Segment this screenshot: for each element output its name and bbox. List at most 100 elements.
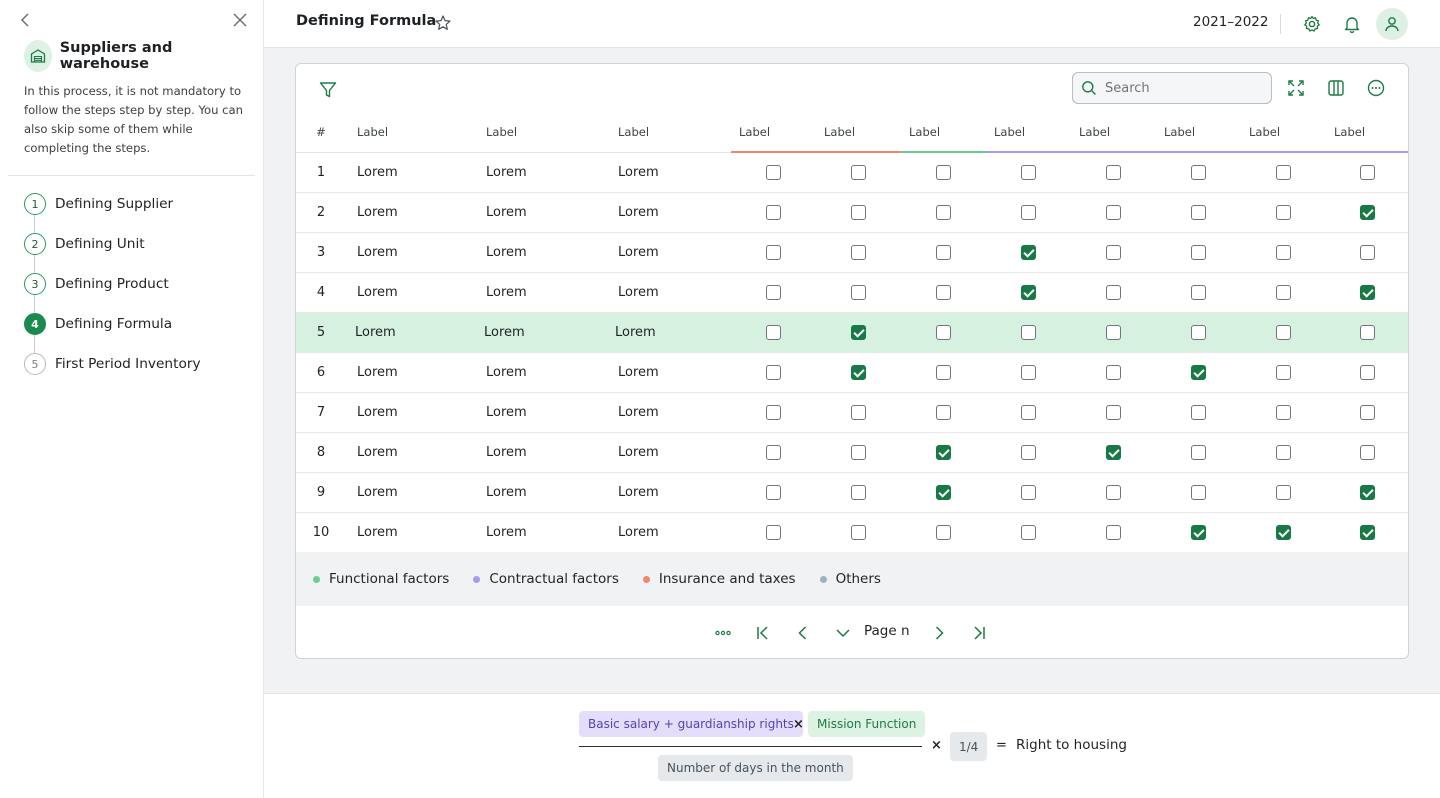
checkbox[interactable] [1276,484,1291,500]
checkbox[interactable] [1106,364,1121,380]
previous-page-icon[interactable] [794,624,812,642]
column-header[interactable]: Label [1241,112,1326,153]
checkbox[interactable] [1191,324,1206,340]
checkbox[interactable] [851,524,866,540]
checkbox[interactable] [1276,204,1291,220]
column-header[interactable]: Label [607,112,731,153]
checkbox[interactable] [766,364,781,380]
checkbox[interactable] [936,324,951,340]
table-row[interactable]: 6 Lorem Lorem Lorem [296,352,1408,393]
step-defining-product[interactable]: 3 Defining Product [24,264,263,304]
checkbox[interactable] [936,204,951,220]
checkbox-checked[interactable] [1191,364,1206,380]
checkbox[interactable] [1359,164,1375,180]
checkbox-checked[interactable] [936,484,951,500]
column-header[interactable]: Label [346,112,474,153]
step-defining-supplier[interactable]: 1 Defining Supplier [24,184,263,224]
checkbox[interactable] [1021,404,1036,420]
checkbox[interactable] [1191,164,1206,180]
first-page-icon[interactable] [754,624,772,642]
step-defining-formula[interactable]: 4 Defining Formula [24,304,263,344]
user-avatar-button[interactable] [1376,8,1408,40]
checkbox[interactable] [766,164,781,180]
last-page-icon[interactable] [970,624,988,642]
checkbox[interactable] [936,164,951,180]
checkbox[interactable] [1106,484,1121,500]
checkbox[interactable] [1021,444,1036,460]
checkbox[interactable] [1106,404,1121,420]
checkbox-checked[interactable] [1359,524,1375,540]
star-icon[interactable] [434,14,452,32]
more-pages-icon[interactable] [714,624,732,642]
table-row[interactable]: 8 Lorem Lorem Lorem [296,432,1408,473]
checkbox-checked[interactable] [1359,484,1375,500]
checkbox[interactable] [1276,324,1291,340]
checkbox-checked[interactable] [851,364,866,380]
column-header[interactable]: Label [1326,112,1408,153]
checkbox[interactable] [766,524,781,540]
checkbox[interactable] [1359,244,1375,260]
checkbox[interactable] [1021,484,1036,500]
checkbox[interactable] [1021,204,1036,220]
checkbox[interactable] [766,204,781,220]
checkbox[interactable] [1191,444,1206,460]
checkbox[interactable] [851,404,866,420]
checkbox-checked[interactable] [936,444,951,460]
checkbox[interactable] [1276,364,1291,380]
bell-icon[interactable] [1342,14,1362,34]
gear-icon[interactable] [1302,14,1322,34]
checkbox[interactable] [766,284,781,300]
checkbox[interactable] [1276,444,1291,460]
checkbox[interactable] [1191,404,1206,420]
column-header[interactable]: Label [1156,112,1241,153]
checkbox[interactable] [936,284,951,300]
checkbox[interactable] [1276,404,1291,420]
column-header[interactable]: Label [816,112,901,153]
table-row[interactable]: 4 Lorem Lorem Lorem [296,272,1408,313]
checkbox[interactable] [1191,244,1206,260]
next-page-icon[interactable] [930,624,948,642]
column-header[interactable]: Label [474,112,607,153]
checkbox[interactable] [1191,284,1206,300]
checkbox[interactable] [851,484,866,500]
table-row[interactable]: 10 Lorem Lorem Lorem [296,512,1408,553]
checkbox[interactable] [1359,364,1375,380]
checkbox[interactable] [766,324,781,340]
checkbox[interactable] [1106,164,1121,180]
checkbox[interactable] [1021,324,1036,340]
table-row[interactable]: 9 Lorem Lorem Lorem [296,472,1408,513]
checkbox[interactable] [1106,284,1121,300]
checkbox-checked[interactable] [1276,524,1291,540]
factor-chip[interactable]: 1/4 [950,732,988,761]
checkbox[interactable] [1276,284,1291,300]
checkbox[interactable] [936,404,951,420]
checkbox[interactable] [1191,204,1206,220]
checkbox[interactable] [1276,244,1291,260]
checkbox[interactable] [766,404,781,420]
checkbox[interactable] [936,244,951,260]
checkbox-checked[interactable] [1359,204,1375,220]
checkbox[interactable] [851,444,866,460]
chevron-down-icon[interactable] [834,624,852,642]
checkbox[interactable] [1359,444,1375,460]
close-icon[interactable] [230,10,250,30]
checkbox[interactable] [766,484,781,500]
expand-icon[interactable] [1286,78,1306,98]
checkbox[interactable] [1276,164,1291,180]
checkbox[interactable] [1191,484,1206,500]
table-row[interactable]: 1 Lorem Lorem Lorem [296,152,1408,193]
column-header[interactable]: Label [986,112,1071,153]
column-header[interactable]: Label [1071,112,1156,153]
fiscal-year[interactable]: 2021–2022 [1193,14,1269,30]
checkbox[interactable] [851,244,866,260]
checkbox[interactable] [1021,364,1036,380]
table-row[interactable]: 5 Lorem Lorem Lorem [296,312,1408,353]
numerator-term-mission-function[interactable]: Mission Function [808,711,926,737]
checkbox[interactable] [851,164,866,180]
checkbox[interactable] [1359,404,1375,420]
checkbox-checked[interactable] [1106,444,1121,460]
checkbox-checked[interactable] [1191,524,1206,540]
step-first-period-inventory[interactable]: 5 First Period Inventory [24,344,263,384]
checkbox[interactable] [1106,524,1121,540]
checkbox[interactable] [766,444,781,460]
